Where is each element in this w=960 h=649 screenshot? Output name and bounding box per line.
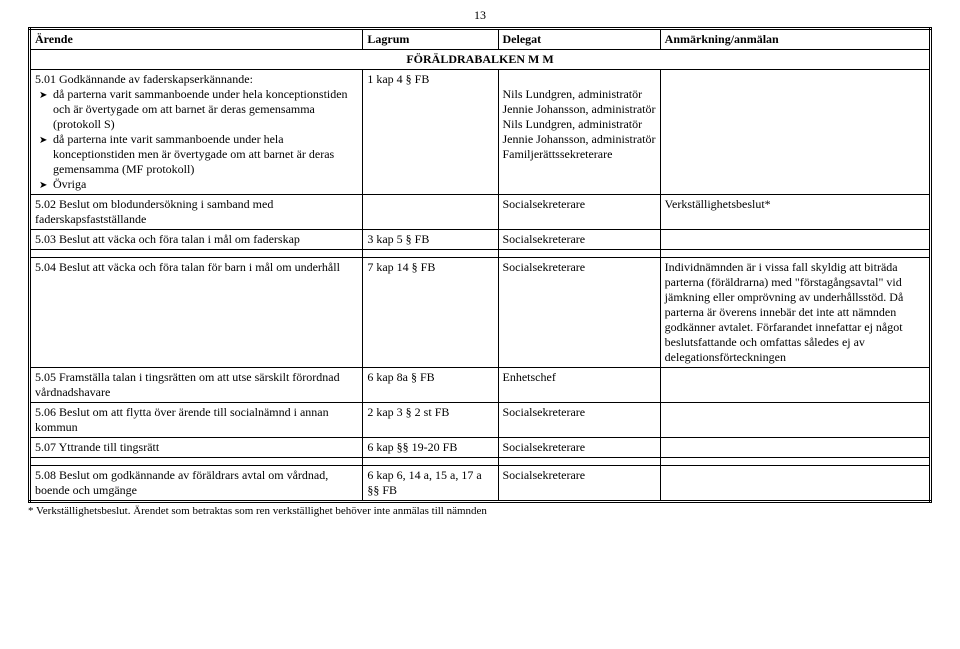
row-title: Beslut om att flytta över ärende till so… (35, 405, 329, 434)
spacer-row (30, 458, 931, 466)
cell-anmark (660, 438, 930, 458)
cell-delegat: Nils Lundgren, administratör Jennie Joha… (498, 70, 660, 195)
section-title: FÖRÄLDRABALKEN M M (30, 50, 931, 70)
table-row: 5.05 Framställa talan i tingsrätten om a… (30, 368, 931, 403)
section-title-row: FÖRÄLDRABALKEN M M (30, 50, 931, 70)
footnote: * Verkställighetsbeslut. Ärendet som bet… (28, 505, 932, 517)
row-num: 5.05 (35, 370, 56, 384)
header-delegat: Delegat (498, 29, 660, 50)
cell-arende: 5.03 Beslut att väcka och föra talan i m… (30, 230, 363, 250)
cell-arende: 5.08 Beslut om godkännande av föräldrars… (30, 466, 363, 502)
cell-lagrum: 6 kap 6, 14 a, 15 a, 17 a §§ FB (363, 466, 498, 502)
cell-anmark: Individnämnden är i vissa fall skyldig a… (660, 258, 930, 368)
list-item: då parterna inte varit sammanboende unde… (53, 132, 358, 177)
cell-arende: 5.04 Beslut att väcka och föra talan för… (30, 258, 363, 368)
cell-lagrum: 2 kap 3 § 2 st FB (363, 403, 498, 438)
cell-lagrum (363, 195, 498, 230)
cell-arende: 5.07 Yttrande till tingsrätt (30, 438, 363, 458)
row-num: 5.03 (35, 232, 56, 246)
cell-lagrum: 6 kap §§ 19-20 FB (363, 438, 498, 458)
row-num: 5.02 (35, 197, 56, 211)
list-item: Övriga (53, 177, 358, 192)
row-title: Godkännande av faderskapserkännande: (59, 72, 253, 86)
cell-lagrum: 7 kap 14 § FB (363, 258, 498, 368)
row-title: Yttrande till tingsrätt (59, 440, 160, 454)
cell-arende: 5.01 Godkännande av faderskapserkännande… (30, 70, 363, 195)
delegat-line: Jennie Johansson, administratör (503, 132, 656, 147)
main-table: Ärende Lagrum Delegat Anmärkning/anmälan… (28, 27, 932, 503)
row-title: Beslut att väcka och föra talan i mål om… (59, 232, 300, 246)
spacer-row (30, 250, 931, 258)
table-row: 5.07 Yttrande till tingsrätt 6 kap §§ 19… (30, 438, 931, 458)
table-row: 5.06 Beslut om att flytta över ärende ti… (30, 403, 931, 438)
table-row: 5.02 Beslut om blodundersökning i samban… (30, 195, 931, 230)
row-num: 5.07 (35, 440, 56, 454)
cell-lagrum: 3 kap 5 § FB (363, 230, 498, 250)
cell-delegat: Socialsekreterare (498, 466, 660, 502)
row-title: Beslut om blodundersökning i samband med… (35, 197, 273, 226)
delegat-line: Nils Lundgren, administratör (503, 87, 656, 102)
row-title: Framställa talan i tingsrätten om att ut… (35, 370, 340, 399)
cell-delegat: Enhetschef (498, 368, 660, 403)
cell-anmark (660, 70, 930, 195)
table-row: 5.01 Godkännande av faderskapserkännande… (30, 70, 931, 195)
bullet-list: då parterna varit sammanboende under hel… (35, 87, 358, 192)
cell-anmark: Verkställighetsbeslut* (660, 195, 930, 230)
cell-lagrum: 6 kap 8a § FB (363, 368, 498, 403)
cell-lagrum: 1 kap 4 § FB (363, 70, 498, 195)
row-title: Beslut att väcka och föra talan för barn… (59, 260, 340, 274)
cell-anmark (660, 368, 930, 403)
cell-anmark (660, 403, 930, 438)
cell-anmark (660, 466, 930, 502)
header-anmarkning: Anmärkning/anmälan (660, 29, 930, 50)
header-arende: Ärende (30, 29, 363, 50)
cell-delegat: Socialsekreterare (498, 438, 660, 458)
cell-delegat: Socialsekreterare (498, 403, 660, 438)
row-num: 5.04 (35, 260, 56, 274)
header-lagrum: Lagrum (363, 29, 498, 50)
delegat-line: Familjerättssekreterare (503, 147, 656, 162)
delegat-line: Nils Lundgren, administratör (503, 117, 656, 132)
page-number: 13 (28, 8, 932, 23)
table-row: 5.03 Beslut att väcka och föra talan i m… (30, 230, 931, 250)
row-num: 5.08 (35, 468, 56, 482)
row-num: 5.01 (35, 72, 56, 86)
cell-arende: 5.05 Framställa talan i tingsrätten om a… (30, 368, 363, 403)
cell-delegat: Socialsekreterare (498, 258, 660, 368)
row-num: 5.06 (35, 405, 56, 419)
cell-delegat: Socialsekreterare (498, 230, 660, 250)
table-row: 5.08 Beslut om godkännande av föräldrars… (30, 466, 931, 502)
cell-arende: 5.06 Beslut om att flytta över ärende ti… (30, 403, 363, 438)
delegat-line (503, 72, 656, 87)
delegat-line: Jennie Johansson, administratör (503, 102, 656, 117)
table-header-row: Ärende Lagrum Delegat Anmärkning/anmälan (30, 29, 931, 50)
cell-anmark (660, 230, 930, 250)
cell-arende: 5.02 Beslut om blodundersökning i samban… (30, 195, 363, 230)
document-page: 13 Ärende Lagrum Delegat Anmärkning/anmä… (0, 0, 960, 529)
row-title: Beslut om godkännande av föräldrars avta… (35, 468, 328, 497)
list-item: då parterna varit sammanboende under hel… (53, 87, 358, 132)
cell-delegat: Socialsekreterare (498, 195, 660, 230)
table-row: 5.04 Beslut att väcka och föra talan för… (30, 258, 931, 368)
